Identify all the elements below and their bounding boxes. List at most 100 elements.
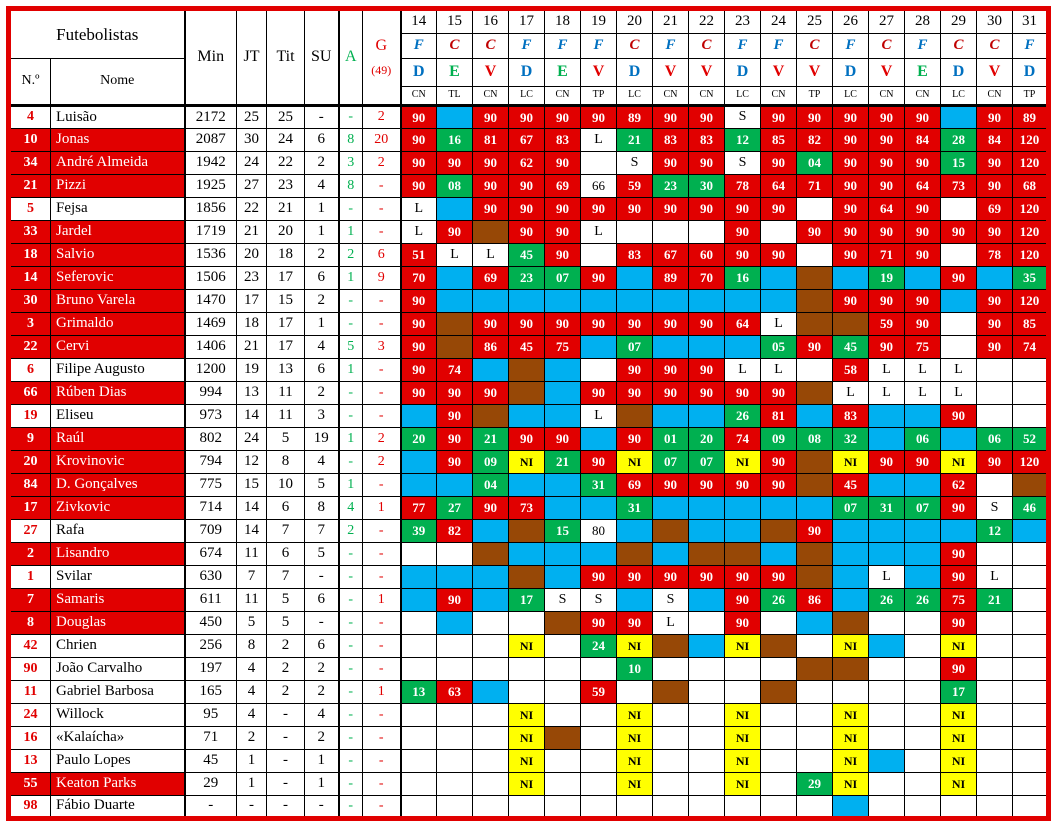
player-starts: 7 xyxy=(266,519,305,543)
match-cell xyxy=(868,519,905,543)
match-cell xyxy=(760,519,797,543)
match-cell xyxy=(580,496,617,520)
player-minutes: 1719 xyxy=(184,220,237,244)
match-cell: 90 xyxy=(508,174,545,198)
match-cell: 120 xyxy=(1012,243,1049,267)
player-name: Krovinovic xyxy=(50,450,186,474)
name-col-header: Nome xyxy=(50,58,186,107)
match-cell-empty xyxy=(1012,657,1049,681)
match-cell xyxy=(868,749,905,773)
match-cell: NI xyxy=(832,749,869,773)
match-cell: 90 xyxy=(976,312,1013,336)
match-cell xyxy=(904,519,941,543)
match-cell: 09 xyxy=(760,427,797,451)
player-games: 30 xyxy=(236,128,267,152)
player-number: 6 xyxy=(8,358,51,382)
player-minutes: 802 xyxy=(184,427,237,451)
match-cell: 90 xyxy=(904,220,941,244)
match-cell: 64 xyxy=(760,174,797,198)
match-cell xyxy=(544,358,581,382)
match-cell xyxy=(616,519,653,543)
player-name: Bruno Varela xyxy=(50,289,186,313)
match-cell: 26 xyxy=(868,588,905,612)
match-cell: 09 xyxy=(472,450,509,474)
matchday-number: 15 xyxy=(436,8,473,34)
match-cell xyxy=(724,542,761,566)
player-row: 21 Pizzi 1925 27 23 4 8-90 08 90 90 69 66 59 23 30 78 64… xyxy=(8,174,1049,198)
player-assists: - xyxy=(338,726,363,750)
match-cell: 90 xyxy=(580,266,617,290)
matchday-competition: LC xyxy=(940,86,977,107)
match-cell-empty xyxy=(1012,795,1049,819)
match-cell xyxy=(796,657,833,681)
match-cell: 07 xyxy=(544,266,581,290)
match-cell: 01 xyxy=(652,427,689,451)
match-cell: NI xyxy=(508,772,545,796)
matchday-result: D xyxy=(616,58,653,87)
match-cell-empty xyxy=(976,358,1013,382)
player-assists: 1 xyxy=(338,266,363,290)
matchday-venue: C xyxy=(616,33,653,59)
match-cell: 19 xyxy=(868,266,905,290)
player-goals: - xyxy=(362,289,402,313)
match-cell-empty xyxy=(940,197,977,221)
matchday-venue: F xyxy=(724,33,761,59)
match-cell: 86 xyxy=(796,588,833,612)
player-goals: - xyxy=(362,749,402,773)
match-cell-empty xyxy=(652,220,689,244)
matchday-venue: F xyxy=(832,33,869,59)
player-number: 1 xyxy=(8,565,51,589)
match-cell-empty xyxy=(904,611,941,635)
match-cell: 90 xyxy=(472,197,509,221)
match-cell: 64 xyxy=(904,174,941,198)
match-cell: S xyxy=(976,496,1013,520)
player-goals: 1 xyxy=(362,588,402,612)
player-minutes: 674 xyxy=(184,542,237,566)
match-cell-empty xyxy=(1012,680,1049,704)
match-cell: 69 xyxy=(976,197,1013,221)
player-name: Cervi xyxy=(50,335,186,359)
match-cell xyxy=(580,427,617,451)
match-cell: 90 xyxy=(544,151,581,175)
match-cell xyxy=(400,565,437,589)
player-number: 42 xyxy=(8,634,51,658)
match-cell: 90 xyxy=(508,220,545,244)
matchday-result: D xyxy=(940,58,977,87)
match-cell xyxy=(616,266,653,290)
match-cell-empty xyxy=(904,634,941,658)
player-starts: 15 xyxy=(266,289,305,313)
match-cell-empty xyxy=(868,611,905,635)
match-cell-empty xyxy=(904,680,941,704)
matchday-competition: LC xyxy=(616,86,653,107)
match-cell-empty xyxy=(868,703,905,727)
match-cell: 17 xyxy=(508,588,545,612)
match-cell: NI xyxy=(940,749,977,773)
match-cell-empty xyxy=(400,542,437,566)
match-cell: 90 xyxy=(904,151,941,175)
match-cell: L xyxy=(652,611,689,635)
player-assists: 2 xyxy=(338,243,363,267)
player-goals: - xyxy=(362,174,402,198)
match-cell-empty xyxy=(400,749,437,773)
matchday-competition: TP xyxy=(1012,86,1049,107)
match-cell: NI xyxy=(940,634,977,658)
match-cell: 90 xyxy=(400,151,437,175)
match-cell: 90 xyxy=(436,220,473,244)
match-cell: 90 xyxy=(616,427,653,451)
match-cell: 81 xyxy=(760,404,797,428)
match-cell: NI xyxy=(508,749,545,773)
match-cell: 90 xyxy=(436,450,473,474)
match-cell: 90 xyxy=(688,312,725,336)
match-cell: 90 xyxy=(580,312,617,336)
match-cell: 23 xyxy=(652,174,689,198)
player-assists: - xyxy=(338,680,363,704)
match-cell xyxy=(832,312,869,336)
player-games: 22 xyxy=(236,197,267,221)
player-starts: 5 xyxy=(266,427,305,451)
match-cell: 90 xyxy=(868,220,905,244)
player-row: 7 Samaris 611 11 5 6-1 90 17 S S S 90 26 86 26 26 75 21 xyxy=(8,588,1049,612)
player-starts: 7 xyxy=(266,565,305,589)
matchday-result: V xyxy=(796,58,833,87)
match-cell: 17 xyxy=(940,680,977,704)
match-cell: 90 xyxy=(580,611,617,635)
